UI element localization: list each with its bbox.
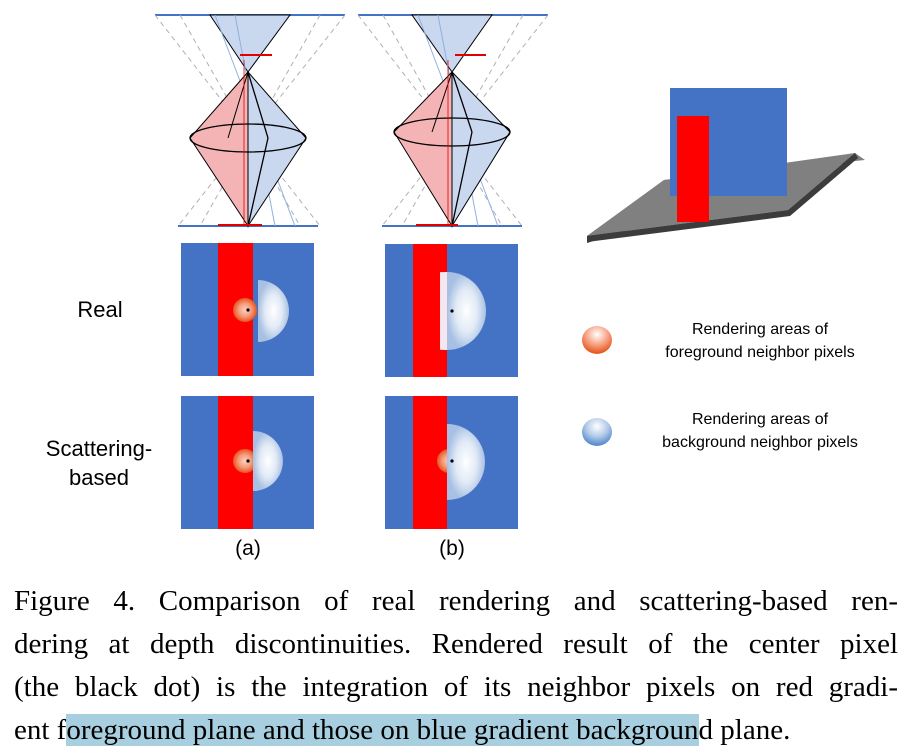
row-label-scattering: Scattering- based (24, 434, 174, 492)
center-pixel-dot (246, 308, 250, 312)
center-pixel-dot (450, 309, 454, 313)
row-label-scattering-line1: Scattering- (45, 436, 153, 461)
optics-diagram-b (357, 14, 549, 228)
legend-swatches (582, 326, 612, 446)
legend-background-line2: background neighbor pixels (662, 434, 858, 451)
caption-line-3: (the black dot) is the integration of it… (14, 671, 898, 703)
row-label-scattering-line2: based (69, 465, 129, 490)
panel-real-a (181, 243, 314, 376)
legend-foreground-line2: foreground neighbor pixels (665, 344, 855, 361)
row-label-real: Real (77, 297, 123, 322)
legend-foreground-swatch (582, 326, 612, 354)
panel-scattering-a (181, 396, 314, 529)
figure-illustration (154, 14, 865, 529)
caption-line-2: dering at depth discontinuities. Rendere… (14, 628, 898, 660)
caption-line-4-start: ent f (14, 714, 67, 746)
column-label-a: (a) (235, 537, 261, 560)
center-pixel-dot (246, 459, 250, 463)
center-pixel-dot (450, 459, 454, 463)
foreground-red-plane (677, 116, 709, 222)
legend-foreground-line1: Rendering areas of (691, 321, 829, 338)
caption-line-1: Figure 4. Comparison of real rendering a… (14, 585, 898, 617)
column-label-b: (b) (439, 537, 465, 560)
caption-line-4-end: d plane. (698, 714, 791, 746)
caption-highlighted-text: oreground plane and those on blue gradie… (66, 714, 699, 746)
figure-caption: Figure 4. Comparison of real rendering a… (14, 580, 898, 752)
panel-real-b (385, 244, 518, 377)
legend-background-line1: Rendering areas of (691, 411, 829, 428)
legend-background-text: Rendering areas of background neighbor p… (625, 408, 895, 454)
caption-line-4: ent foreground plane and those on blue g… (14, 709, 898, 752)
legend-background-swatch (582, 418, 612, 446)
optics-diagram-a (154, 14, 346, 228)
panel-scattering-b (385, 396, 518, 529)
legend-foreground-text: Rendering areas of foreground neighbor p… (625, 318, 895, 364)
scene-3d (587, 88, 865, 243)
